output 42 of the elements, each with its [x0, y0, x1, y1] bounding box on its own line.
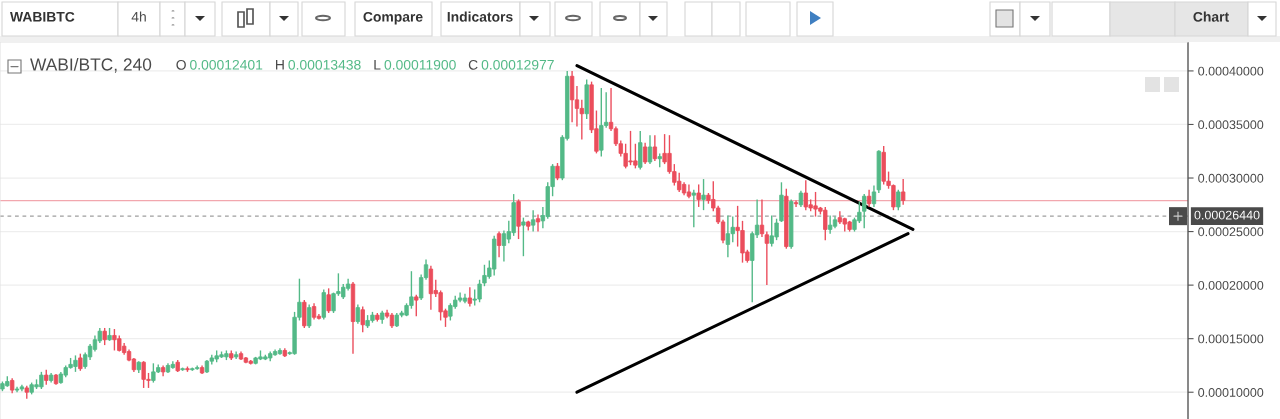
candlestick: [326, 287, 331, 314]
ref-line-label: 0.00026440: [1194, 210, 1260, 220]
text: Chart: [1193, 11, 1229, 22]
candlestick: [862, 193, 867, 230]
candlestick: [496, 230, 502, 258]
candlestick: [501, 229, 507, 263]
candlestick: [467, 286, 473, 308]
candlestick: [360, 305, 365, 333]
annotation: L 0.00011900: [374, 59, 456, 70]
text: WABI/BTC, 240: [30, 57, 152, 73]
annotation: H 0.00013438: [276, 59, 361, 70]
candlestick: [355, 303, 361, 325]
candlestick: [414, 294, 419, 317]
candlestick: [652, 134, 658, 162]
candlestick: [696, 183, 701, 208]
candlestick: [827, 214, 833, 235]
text: Indicators: [447, 11, 513, 22]
candlestick: [901, 178, 906, 206]
y-tick-label: 0.00025000: [1198, 227, 1264, 237]
annotation: O 0.00012401: [176, 59, 263, 70]
y-tick-label: 0.00010000: [1198, 388, 1264, 397]
candlestick: [302, 299, 307, 329]
candlestick: [521, 216, 526, 257]
candlestick: [725, 214, 731, 258]
y-tick-label: 0.00020000: [1198, 280, 1264, 290]
y-tick-label: 0.00030000: [1198, 173, 1264, 183]
y-tick-label: 0.00040000: [1198, 66, 1264, 76]
y-tick-label: 0.00015000: [1198, 334, 1264, 344]
candlestick: [535, 213, 541, 233]
text: Compare: [363, 11, 423, 25]
candlestick: [647, 134, 653, 165]
annotation: C 0.00012977: [468, 59, 554, 70]
candlestick: [691, 189, 696, 228]
text: 4h: [131, 11, 146, 22]
candlestick: [569, 70, 575, 124]
candlestick: [307, 303, 312, 329]
candlestick: [642, 141, 648, 165]
y-tick-label: 0.00035000: [1198, 120, 1264, 130]
candlestick: [530, 209, 536, 233]
text: WABIBTC: [10, 11, 75, 22]
candlestick: [701, 178, 706, 211]
candlestick: [896, 189, 901, 211]
